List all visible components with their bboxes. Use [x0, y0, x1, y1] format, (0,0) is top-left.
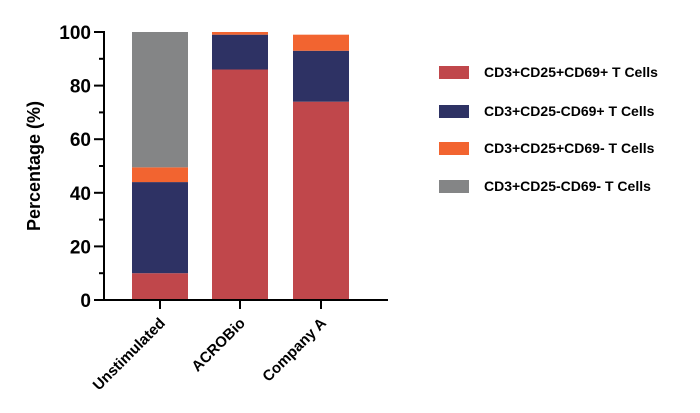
bar-segment	[132, 32, 188, 168]
bar-segment	[212, 69, 268, 301]
bar-segment	[293, 101, 349, 301]
y-tick-label: 40	[70, 184, 91, 205]
y-tick-label: 60	[70, 130, 91, 151]
legend-label: CD3+CD25+CD69- T Cells	[484, 140, 655, 156]
y-tick-label: 0	[80, 291, 91, 312]
x-tick-label: ACROBio	[188, 315, 248, 375]
y-tick-label: 100	[59, 23, 91, 44]
y-axis-title: Percentage (%)	[24, 101, 44, 231]
y-tick-label: 20	[70, 237, 91, 258]
bars	[132, 32, 349, 301]
legend: CD3+CD25+CD69+ T Cells CD3+CD25-CD69+ T C…	[439, 64, 658, 194]
legend-swatch	[439, 105, 469, 118]
x-tick-label: Company A	[259, 315, 330, 386]
legend-swatch	[439, 180, 469, 193]
legend-swatch	[439, 66, 469, 79]
y-axis: 0 20 40 60 80 100	[59, 23, 105, 312]
y-tick-label: 80	[70, 77, 91, 98]
bar-segment	[132, 182, 188, 274]
bar-segment	[132, 167, 188, 183]
bar-segment	[212, 32, 268, 35]
bar-segment	[293, 34, 349, 51]
bar-segment	[132, 273, 188, 300]
legend-label: CD3+CD25-CD69+ T Cells	[484, 103, 655, 119]
bar-segment	[293, 50, 349, 102]
bar-segment	[212, 34, 268, 70]
legend-label: CD3+CD25+CD69+ T Cells	[484, 64, 658, 80]
legend-swatch	[439, 142, 469, 155]
x-tick-label: Unstimulated	[90, 315, 169, 394]
legend-label: CD3+CD25-CD69- T Cells	[484, 178, 651, 194]
x-axis: Unstimulated ACROBio Company A	[90, 299, 388, 394]
